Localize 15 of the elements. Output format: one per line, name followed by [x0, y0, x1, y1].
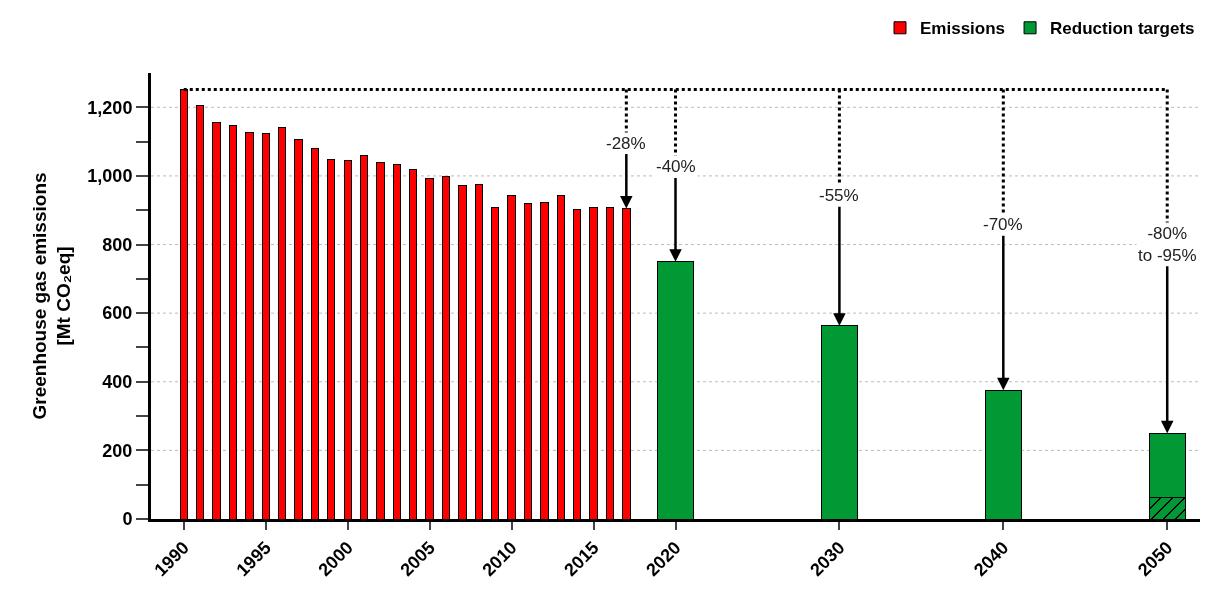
y-tick-label: 1,200 [87, 97, 133, 118]
y-tick-label: 400 [102, 372, 133, 393]
annotation: -40% [656, 157, 696, 176]
y-tick-label: 200 [102, 440, 133, 461]
annotation: -28% [606, 134, 646, 153]
y-tick-label: 0 [122, 509, 133, 530]
legend-label: Reduction targets [1050, 19, 1195, 39]
annotation: -55% [819, 186, 859, 205]
y-tick-label: 600 [102, 303, 133, 324]
annotation: -70% [983, 215, 1023, 234]
y-tick-label: 800 [102, 234, 133, 255]
annotation: -80% to -95% [1138, 224, 1197, 266]
y-tick-label: 1,000 [87, 166, 133, 187]
legend-label: Emissions [920, 19, 1006, 39]
y-axis-title: Greenhouse gas emissions [Mt CO₂eq] [28, 172, 75, 420]
